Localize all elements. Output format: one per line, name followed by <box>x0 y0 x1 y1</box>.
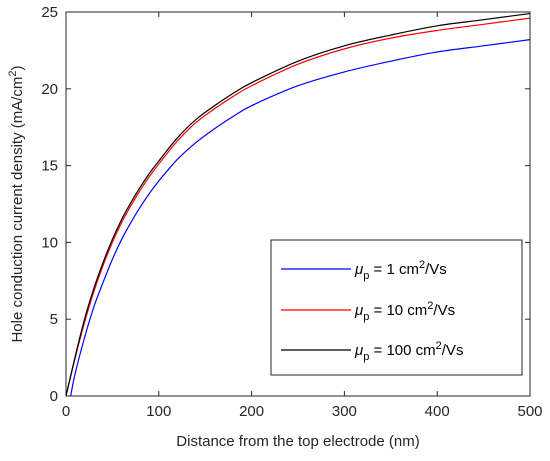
x-tick-label-5: 500 <box>517 403 542 420</box>
series-line-2 <box>65 12 531 397</box>
x-tick-label-3: 300 <box>332 403 357 420</box>
y-tick-label-2: 10 <box>41 234 58 251</box>
y-axis-label-sup: 2 <box>7 70 19 76</box>
y-tick-label-4: 20 <box>41 81 58 98</box>
legend-label-1: μp = 10 cm2/Vs <box>354 300 455 323</box>
y-axis-label: Hole conduction current density (mA/cm2) <box>7 65 26 342</box>
legend-label-0: μp = 1 cm2/Vs <box>354 259 447 282</box>
legend: μp = 1 cm2/Vs μp = 10 cm2/Vs μp = 100 cm2/… <box>270 239 523 376</box>
plot-frame <box>65 11 531 397</box>
x-tick-label-4: 400 <box>425 403 450 420</box>
x-tick-label-2: 200 <box>239 403 264 420</box>
y-axis-label-main: Hole conduction current density (mA/cm <box>9 77 26 343</box>
series-lines <box>65 12 531 397</box>
y-tick-label-5: 25 <box>41 4 58 21</box>
y-tick-label-0: 0 <box>50 388 58 405</box>
series-line-1 <box>65 17 531 397</box>
x-tick-label-1: 100 <box>146 403 171 420</box>
series-line-0 <box>70 39 531 397</box>
y-axis-label-close: ) <box>9 65 26 70</box>
x-axis-label: Distance from the top electrode (nm) <box>176 433 419 450</box>
y-tick-label-3: 15 <box>41 158 58 175</box>
x-tick-label-0: 0 <box>62 403 70 420</box>
y-tick-label-1: 5 <box>50 311 58 328</box>
legend-box <box>270 239 523 376</box>
axes: 0 100 200 300 400 500 0 5 10 15 20 25 <box>41 4 542 420</box>
legend-label-2: μp = 100 cm2/Vs <box>354 340 463 363</box>
